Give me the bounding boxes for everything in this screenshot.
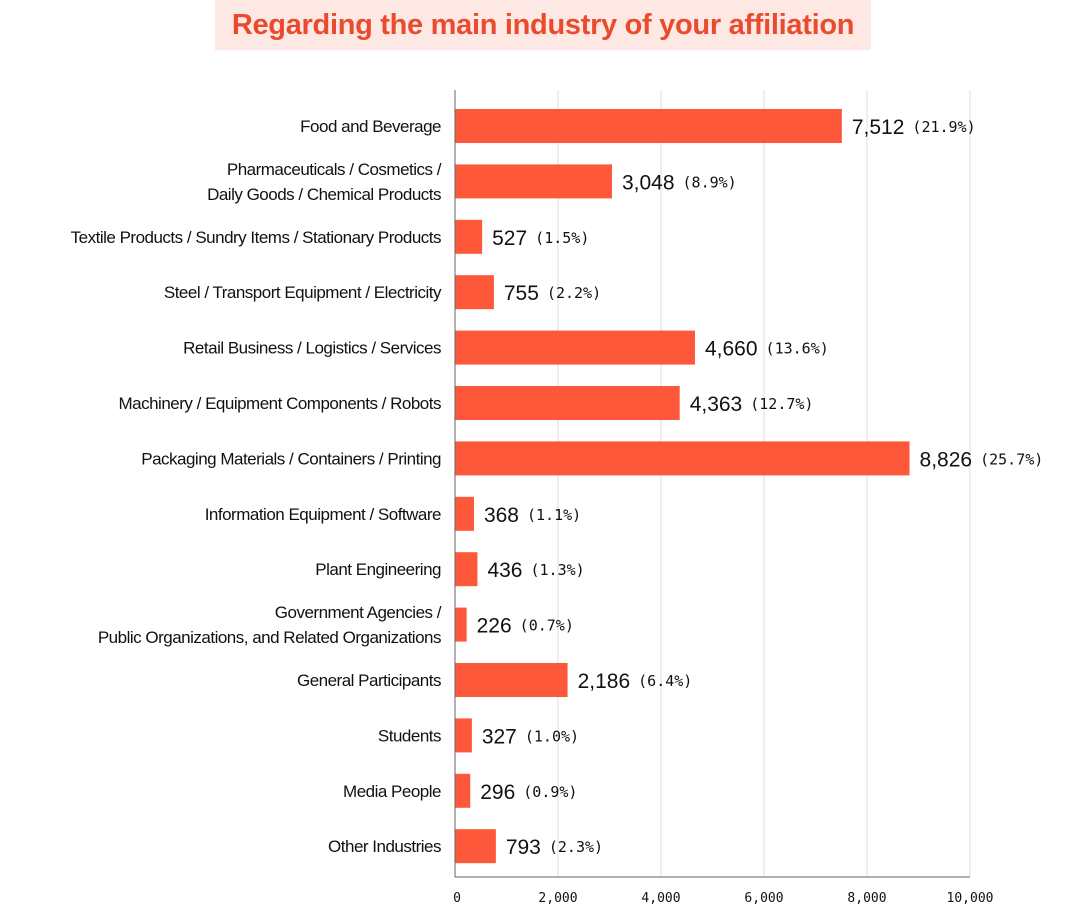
bar — [455, 275, 494, 310]
bar — [455, 718, 472, 753]
bar — [455, 330, 695, 365]
percent-label: (2.3%) — [549, 838, 603, 856]
percent-label: (0.7%) — [520, 617, 574, 635]
category-label: Packaging Materials / Containers / Print… — [141, 449, 441, 468]
bar — [455, 441, 910, 476]
value-label: 755 — [504, 282, 539, 305]
percent-label: (2.2%) — [547, 284, 601, 302]
bar — [455, 829, 496, 864]
percent-label: (12.7%) — [750, 395, 813, 413]
value-label: 2,186 — [578, 670, 631, 693]
category-label: Other Industries — [328, 837, 441, 856]
value-label: 296 — [480, 781, 515, 804]
category-label: Plant Engineering — [315, 560, 441, 579]
bars — [455, 109, 910, 864]
bar — [455, 109, 842, 143]
category-label: Public Organizations, and Related Organi… — [98, 628, 441, 647]
value-label: 3,048 — [622, 171, 675, 194]
category-label: Government Agencies / — [275, 603, 442, 622]
x-tick-label: 4,000 — [641, 891, 680, 906]
category-labels: Food and Beverage Pharmaceuticals / Cosme… — [71, 117, 443, 856]
bar — [455, 219, 483, 254]
category-label: Students — [378, 726, 441, 745]
percent-label: (1.3%) — [531, 561, 585, 579]
value-label: 368 — [484, 504, 519, 527]
percent-label: (1.0%) — [525, 727, 579, 745]
percent-label: (25.7%) — [980, 450, 1043, 468]
value-label: 527 — [492, 227, 527, 250]
value-label: 7,512 — [852, 116, 905, 139]
axes: 0 2,000 4,000 6,000 8,000 10,000 — [453, 90, 993, 906]
value-label: 436 — [487, 559, 522, 582]
grid-lines — [557, 90, 971, 877]
category-label: Machinery / Equipment Components / Robot… — [118, 394, 441, 413]
value-label: 327 — [482, 725, 517, 748]
percent-label: (6.4%) — [638, 672, 692, 690]
x-tick-label: 8,000 — [847, 891, 886, 906]
percent-label: (1.1%) — [527, 506, 581, 524]
category-label: Information Equipment / Software — [205, 505, 441, 524]
value-label: 4,660 — [705, 338, 758, 361]
category-label: Steel / Transport Equipment / Electricit… — [164, 283, 442, 302]
x-tick-label: 10,000 — [947, 891, 994, 906]
bar — [455, 496, 474, 531]
value-labels: 7,512 (21.9%) 3,048 (8.9%) 527 (1.5%) 755 (2.2%… — [477, 116, 1044, 859]
bar — [455, 607, 467, 642]
percent-label: (8.9%) — [683, 173, 737, 191]
bar — [455, 164, 612, 199]
bar — [455, 386, 680, 420]
category-label: General Participants — [297, 671, 441, 690]
percent-label: (0.9%) — [523, 783, 577, 801]
bar — [455, 663, 568, 697]
category-label: Daily Goods / Chemical Products — [207, 185, 441, 204]
value-label: 226 — [477, 615, 512, 638]
category-label: Food and Beverage — [300, 117, 441, 136]
percent-label: (1.5%) — [535, 229, 589, 247]
chart-title-box: Regarding the main industry of your affi… — [215, 0, 871, 50]
value-label: 8,826 — [920, 448, 973, 471]
value-label: 4,363 — [690, 393, 743, 416]
value-label: 793 — [506, 836, 541, 859]
category-label: Media People — [343, 782, 441, 801]
category-label: Textile Products / Sundry Items / Statio… — [71, 228, 441, 247]
percent-label: (13.6%) — [766, 340, 829, 358]
category-label: Retail Business / Logistics / Services — [183, 339, 441, 358]
category-label: Pharmaceuticals / Cosmetics / — [227, 160, 442, 179]
percent-label: (21.9%) — [912, 118, 975, 136]
x-tick-label: 2,000 — [538, 891, 577, 906]
x-tick-label: 0 — [453, 891, 461, 906]
bar — [455, 552, 478, 587]
bar — [455, 773, 471, 808]
x-tick-label: 6,000 — [744, 891, 783, 906]
chart-title: Regarding the main industry of your affi… — [231, 8, 855, 41]
